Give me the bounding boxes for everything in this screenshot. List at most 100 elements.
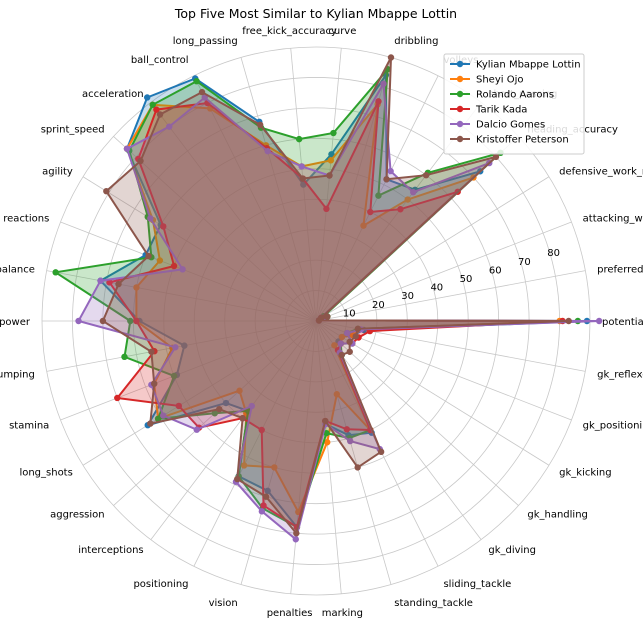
- series-fill: [109, 101, 563, 528]
- grid-spoke: [315, 320, 342, 594]
- chart-title: Top Five Most Similar to Kylian Mbappe L…: [174, 6, 457, 21]
- data-point: [422, 172, 430, 179]
- legend-label: Rolando Aarons: [476, 90, 554, 101]
- legend-marker: [456, 120, 464, 128]
- grid-spoke: [113, 136, 317, 322]
- axis-label: long_passing: [173, 36, 238, 47]
- data-point: [337, 340, 344, 347]
- data-point: [343, 426, 351, 433]
- data-point: [160, 223, 167, 230]
- legend-label: Kylian Mbappe Lottin: [476, 60, 581, 71]
- data-point: [170, 372, 178, 380]
- data-point: [149, 101, 156, 108]
- axis-label: shot_power: [0, 317, 31, 328]
- legend-label: Dalcio Gomes: [476, 120, 545, 131]
- grid-spoke: [315, 320, 392, 585]
- grid-spoke: [315, 221, 572, 322]
- axis-label: standing_tackle: [394, 598, 473, 609]
- data-point: [114, 394, 121, 402]
- legend-item: Tarik Kada: [450, 105, 527, 116]
- data-point: [160, 412, 167, 419]
- data-point: [293, 530, 300, 537]
- axis-label: interceptions: [78, 545, 143, 556]
- radial-tick-label: 70: [518, 257, 531, 268]
- grid-spoke: [315, 48, 342, 322]
- data-point: [299, 175, 306, 182]
- legend-item: Kristoffer Peterson: [450, 135, 569, 146]
- data-point: [137, 157, 144, 165]
- data-point: [262, 493, 270, 500]
- axis-label: preferred_foot: [597, 264, 643, 275]
- data-point: [346, 338, 353, 346]
- axis-label: gk_handling: [527, 510, 588, 521]
- data-point: [147, 215, 154, 222]
- grid-spoke: [240, 57, 317, 322]
- data-point: [133, 317, 140, 325]
- data-point: [346, 437, 354, 445]
- data-point: [248, 402, 255, 410]
- data-point: [145, 252, 152, 260]
- data-point: [323, 205, 330, 213]
- data-point: [193, 77, 200, 85]
- legend-item: Dalcio Gomes: [450, 120, 545, 131]
- grid-spoke: [60, 221, 317, 322]
- data-point: [133, 284, 140, 291]
- data-point: [292, 536, 299, 543]
- data-point: [264, 147, 271, 155]
- data-point: [256, 121, 264, 129]
- data-point: [170, 262, 178, 270]
- data-point: [201, 94, 208, 101]
- axis-label: ball_control: [131, 55, 189, 66]
- axis-label: dribbling: [394, 36, 438, 47]
- data-point: [330, 129, 337, 137]
- radial-tick-label: 20: [372, 300, 385, 311]
- data-point: [198, 88, 206, 96]
- radial-tick-label: 50: [460, 274, 473, 285]
- series-fill: [127, 104, 560, 513]
- data-point: [352, 333, 359, 340]
- data-point: [324, 439, 331, 446]
- data-point: [327, 157, 335, 164]
- data-point: [123, 145, 131, 152]
- data-point: [324, 313, 331, 320]
- grid-spoke: [240, 320, 317, 585]
- data-point: [144, 94, 151, 101]
- data-point: [344, 329, 351, 337]
- series-fill: [78, 83, 600, 540]
- data-point: [260, 502, 267, 509]
- data-point: [295, 135, 303, 143]
- axis-label: aggression: [50, 510, 105, 521]
- data-point: [300, 181, 307, 188]
- legend-item: Kylian Mbappe Lottin: [450, 60, 581, 71]
- axis-label: acceleration: [82, 89, 144, 100]
- data-point: [317, 314, 325, 321]
- data-point: [360, 222, 367, 229]
- data-point: [380, 80, 387, 88]
- data-point: [354, 325, 362, 333]
- legend-marker: [456, 105, 464, 113]
- data-point: [264, 487, 271, 495]
- data-point: [52, 269, 59, 276]
- radial-tick-label: 60: [489, 265, 502, 276]
- data-point: [367, 208, 374, 216]
- axis-label: defensive_work_rate: [559, 166, 643, 177]
- data-point: [121, 353, 128, 361]
- grid-spoke: [193, 75, 317, 322]
- radial-tick-label: 80: [547, 248, 560, 259]
- axis-label: sprint_speed: [41, 124, 105, 135]
- data-point: [492, 153, 500, 161]
- data-point: [216, 405, 223, 413]
- grid-spoke: [150, 102, 317, 322]
- radial-tick-label: 40: [430, 283, 443, 294]
- data-point: [322, 417, 329, 425]
- grid-spoke: [150, 320, 317, 540]
- data-point: [331, 342, 338, 349]
- grid-spoke: [315, 270, 586, 322]
- axis-label: positioning: [133, 579, 188, 590]
- data-point: [175, 402, 183, 410]
- axis-label: vision: [209, 598, 238, 609]
- axis-label: balance: [0, 264, 35, 275]
- data-point: [193, 426, 200, 433]
- grid-spoke: [82, 320, 317, 466]
- axis-label: attacking_work_rate: [583, 214, 643, 225]
